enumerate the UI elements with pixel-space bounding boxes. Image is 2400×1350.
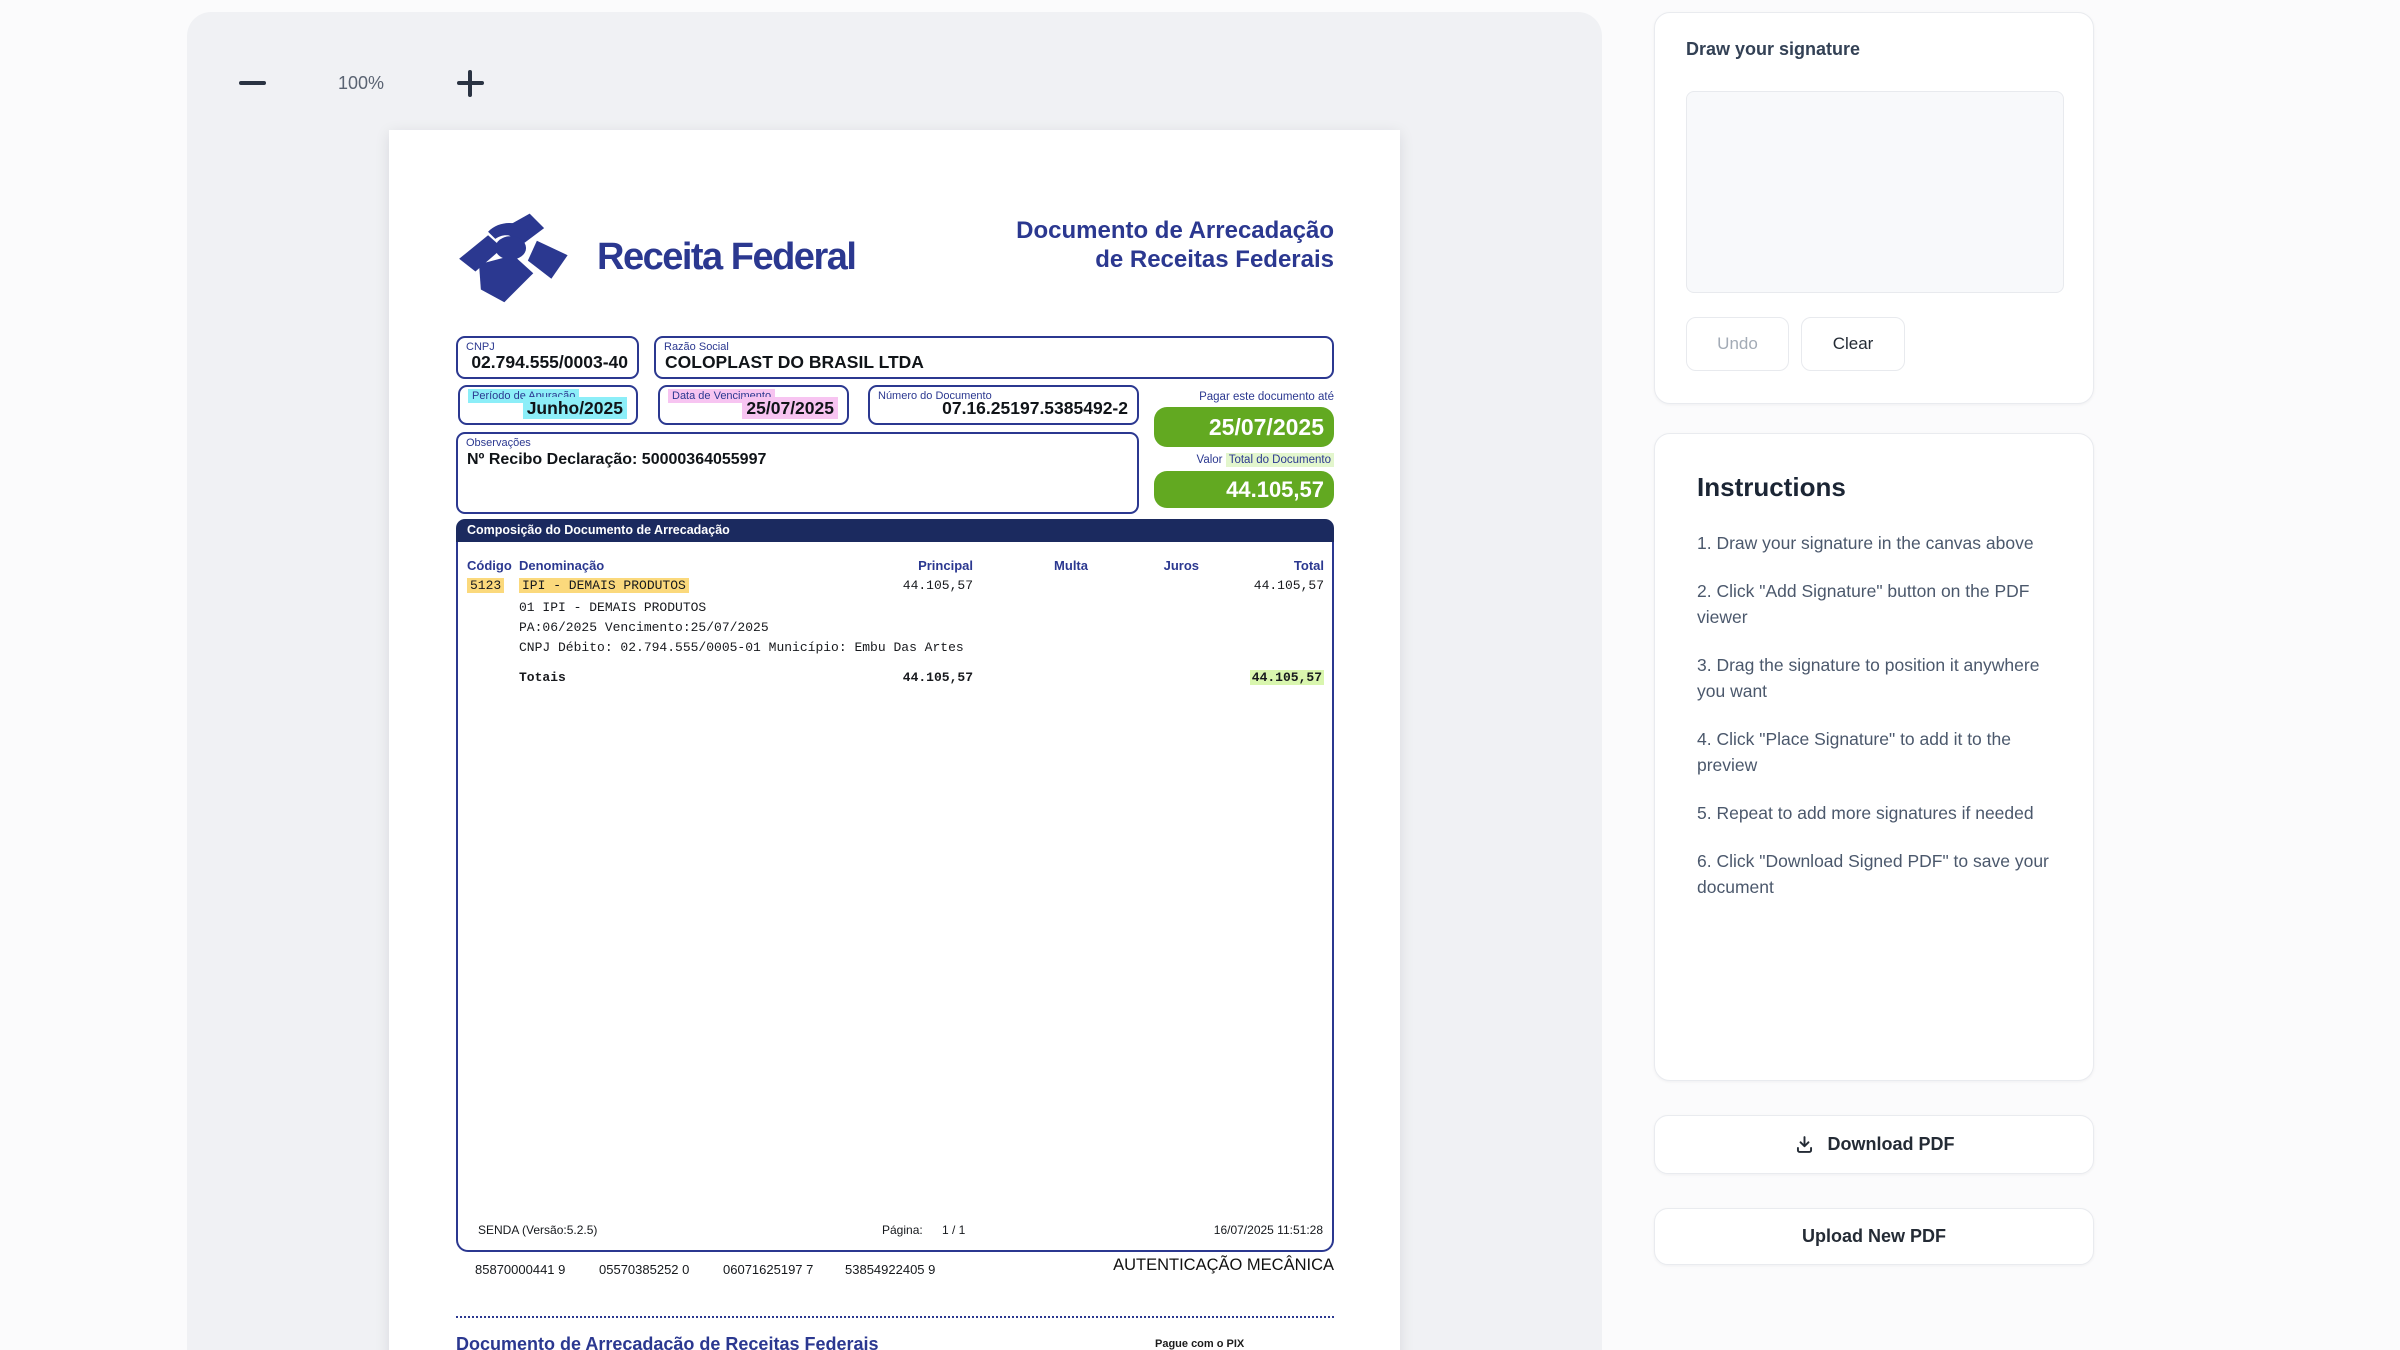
field-cnpj: CNPJ 02.794.555/0003-40 <box>456 336 639 379</box>
document-title: Documento de Arrecadação de Receitas Fed… <box>1016 217 1334 273</box>
instructions-card: Instructions 1. Draw your signature in t… <box>1654 433 2094 1081</box>
instruction-step: 2. Click "Add Signature" button on the P… <box>1697 581 2030 627</box>
signature-card: Draw your signature Undo Clear <box>1654 12 2094 404</box>
pdf-viewer[interactable]: 100% Receita Federal <box>187 12 1602 1350</box>
download-pdf-button[interactable]: Download PDF <box>1654 1115 2094 1174</box>
pdf-page: Receita Federal Documento de Arrecadação… <box>389 130 1400 1350</box>
undo-button[interactable]: Undo <box>1686 317 1789 371</box>
detail-line: 01 IPI - DEMAIS PRODUTOS <box>519 600 707 615</box>
composicao-table: Código Denominação Principal Multa Juros… <box>456 542 1334 1252</box>
pagina-label: Página: <box>882 1223 923 1237</box>
clear-button[interactable]: Clear <box>1801 317 1905 371</box>
instruction-step: 3. Drag the signature to position it any… <box>1697 655 2040 701</box>
totais-total: 44.105,57 <box>1249 670 1324 685</box>
barcode-number: 53854922405 9 <box>845 1262 936 1277</box>
plus-icon <box>456 69 484 97</box>
field-periodo-apuracao: Período de Apuração Junho/2025 <box>458 385 638 425</box>
valor-total-value: 44.105,57 <box>1154 471 1334 508</box>
zoom-in-button[interactable] <box>446 59 494 107</box>
minus-icon <box>238 81 266 85</box>
instructions-title: Instructions <box>1697 472 1846 502</box>
totais-label: Totais <box>519 670 566 685</box>
barcode-number: 06071625197 7 <box>723 1262 814 1277</box>
instruction-step: 4. Click "Place Signature" to add it to … <box>1697 729 2011 775</box>
barcode-number: 85870000441 9 <box>475 1262 566 1277</box>
zoom-toolbar: 100% <box>228 59 494 107</box>
brand-name: Receita Federal <box>597 235 857 278</box>
print-timestamp: 16/07/2025 11:51:28 <box>1213 1223 1323 1237</box>
receita-federal-logo: Receita Federal <box>453 210 857 304</box>
pagar-ate-value: 25/07/2025 <box>1154 407 1334 447</box>
totais-principal: 44.105,57 <box>902 670 973 685</box>
zoom-out-button[interactable] <box>228 59 276 107</box>
detail-line: CNPJ Débito: 02.794.555/0005-01 Municípi… <box>519 640 964 655</box>
download-icon <box>1796 1136 1812 1153</box>
autenticacao-mecanica: AUTENTICAÇÃO MECÂNICA <box>1113 1256 1334 1274</box>
valor-total-label: Valor Total do Documento <box>1154 453 1334 467</box>
pagina-value: 1 / 1 <box>942 1223 966 1237</box>
page-separator <box>456 1316 1334 1318</box>
instructions-steps: 1. Draw your signature in the canvas abo… <box>1697 530 2057 922</box>
field-numero-documento: Número do Documento 07.16.25197.5385492-… <box>868 385 1139 425</box>
instruction-step: 6. Click "Download Signed PDF" to save y… <box>1697 851 2049 897</box>
next-page-title: Documento de Arrecadação de Receitas Fed… <box>456 1334 879 1350</box>
instruction-step: 5. Repeat to add more signatures if need… <box>1697 803 2034 823</box>
composicao-header: Composição do Documento de Arrecadação <box>456 519 1334 542</box>
signature-title: Draw your signature <box>1686 39 1861 59</box>
detail-line: PA:06/2025 Vencimento:25/07/2025 <box>519 620 769 635</box>
upload-new-pdf-button[interactable]: Upload New PDF <box>1654 1208 2094 1265</box>
pagar-ate-label: Pagar este documento até <box>1199 391 1334 403</box>
barcode-number: 05570385252 0 <box>599 1262 690 1277</box>
instruction-step: 1. Draw your signature in the canvas abo… <box>1697 533 2034 553</box>
receita-federal-emblem-icon <box>459 213 568 303</box>
field-observacoes: Observações Nº Recibo Declaração: 500003… <box>456 432 1139 514</box>
senda-version: SENDA (Versão:5.2.5) <box>478 1223 598 1237</box>
next-page-pix-label: Pague com o PIX <box>1155 1338 1245 1350</box>
zoom-level: 100% <box>337 72 385 93</box>
signature-canvas[interactable] <box>1686 91 2064 293</box>
field-data-vencimento: Data de Vencimento 25/07/2025 <box>658 385 849 425</box>
field-razao-social: Razão Social COLOPLAST DO BRASIL LTDA <box>654 336 1334 379</box>
